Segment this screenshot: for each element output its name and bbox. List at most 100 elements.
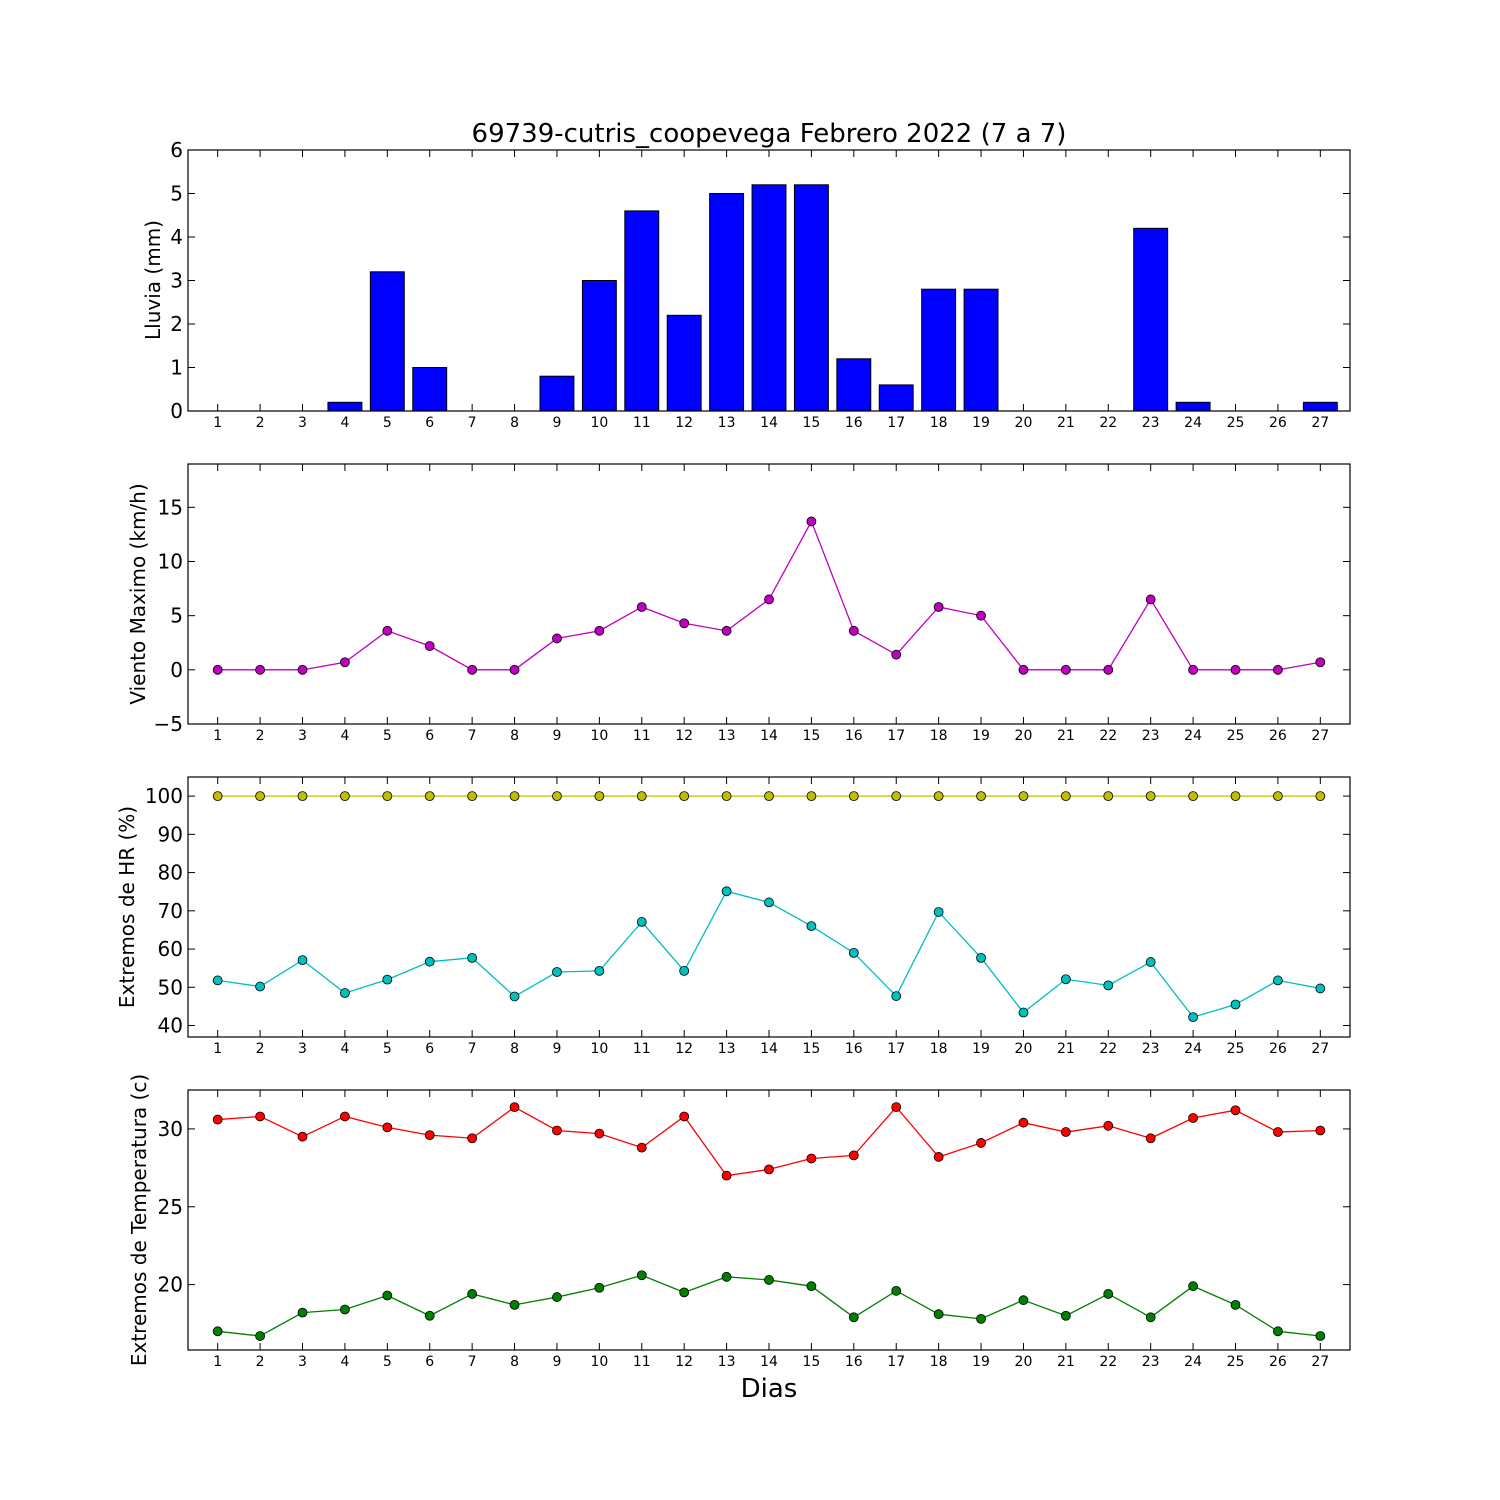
hr-max-point bbox=[1060, 791, 1071, 802]
rain-xtick-label: 19 bbox=[972, 415, 990, 431]
rain-frame bbox=[187, 149, 1351, 412]
wind-point bbox=[594, 625, 605, 636]
temp-frame bbox=[187, 1089, 1351, 1351]
wind-xtick-label: 14 bbox=[760, 728, 778, 744]
hr-max-point bbox=[636, 791, 647, 802]
temp-max-point bbox=[636, 1142, 647, 1153]
rain-ytick-label: 0 bbox=[170, 399, 183, 423]
rain-bar bbox=[624, 210, 660, 412]
hr-ytick-label: 90 bbox=[158, 822, 183, 846]
rain-bar bbox=[921, 288, 957, 412]
wind-point bbox=[552, 633, 562, 644]
wind-ytick-label: −5 bbox=[154, 712, 183, 736]
hr-max-point bbox=[976, 791, 986, 802]
rain-xtick-label: 5 bbox=[383, 415, 392, 431]
hr-min-point bbox=[467, 952, 478, 963]
temp-min-point bbox=[509, 1299, 520, 1310]
hr-min-point bbox=[721, 886, 732, 897]
hr-max-point bbox=[1273, 791, 1283, 802]
wind-xtick-label: 22 bbox=[1099, 728, 1117, 744]
wind-xtick-label: 5 bbox=[383, 728, 392, 744]
hr-max-point bbox=[297, 791, 308, 802]
rain-xtick-label: 6 bbox=[425, 415, 434, 431]
hr-xtick-label: 4 bbox=[340, 1041, 349, 1057]
temp-max-point bbox=[382, 1122, 393, 1133]
temp-max-point bbox=[848, 1150, 859, 1161]
hr-min-point bbox=[976, 952, 986, 963]
wind-xtick-label: 2 bbox=[256, 728, 265, 744]
rain-bar bbox=[412, 367, 448, 412]
temp-xtick-label: 8 bbox=[510, 1354, 519, 1370]
hr-xtick-label: 18 bbox=[930, 1041, 948, 1057]
temp-max-point bbox=[1273, 1127, 1283, 1137]
wind-xtick-label: 16 bbox=[845, 728, 863, 744]
hr-xtick-label: 25 bbox=[1227, 1041, 1245, 1057]
wind-xtick-label: 20 bbox=[1015, 728, 1033, 744]
wind-ytick-label: 5 bbox=[170, 604, 183, 628]
rain-bar bbox=[963, 288, 999, 412]
rain-xtick-label: 2 bbox=[256, 415, 265, 431]
hr-min-point bbox=[848, 947, 859, 958]
temp-min-point bbox=[679, 1287, 690, 1298]
hr-min-point bbox=[933, 907, 944, 917]
rain-bar bbox=[836, 358, 872, 412]
temp-min-point bbox=[382, 1290, 393, 1301]
hr-min-point bbox=[636, 917, 647, 927]
temp-xtick-label: 24 bbox=[1184, 1354, 1202, 1370]
temp-min-point bbox=[297, 1307, 308, 1318]
temp-xtick-label: 18 bbox=[930, 1354, 948, 1370]
wind-xtick-label: 27 bbox=[1311, 728, 1329, 744]
hr-xtick-label: 6 bbox=[425, 1041, 434, 1057]
hr-max-point bbox=[340, 791, 350, 802]
rain-xtick-label: 8 bbox=[510, 415, 519, 431]
wind-point bbox=[721, 625, 732, 636]
wind-point bbox=[1273, 664, 1283, 675]
hr-xtick-label: 27 bbox=[1311, 1041, 1329, 1057]
rain-bar bbox=[709, 193, 745, 412]
temp-xtick-label: 14 bbox=[760, 1354, 778, 1370]
wind-xtick-label: 19 bbox=[972, 728, 990, 744]
wind-xtick-label: 8 bbox=[510, 728, 519, 744]
temp-min-point bbox=[976, 1313, 986, 1324]
temp-max-point bbox=[1188, 1113, 1198, 1123]
rain-bar bbox=[1133, 227, 1169, 412]
wind-ytick-label: 15 bbox=[158, 495, 183, 519]
temp-xtick-label: 17 bbox=[887, 1354, 905, 1370]
temp-min-point bbox=[340, 1304, 350, 1315]
hr-min-point bbox=[382, 974, 393, 985]
temp-xtick-label: 22 bbox=[1099, 1354, 1117, 1370]
rain-xtick-label: 3 bbox=[298, 415, 307, 431]
rain-xtick-label: 22 bbox=[1099, 415, 1117, 431]
hr-max-point bbox=[1103, 791, 1114, 802]
wind-point bbox=[1315, 657, 1326, 668]
hr-max-point bbox=[424, 791, 435, 802]
temp-max-point bbox=[467, 1133, 478, 1144]
hr-max-point bbox=[891, 791, 902, 802]
hr-max-point bbox=[382, 791, 393, 802]
rain-xtick-label: 24 bbox=[1184, 415, 1202, 431]
temp-max-point bbox=[212, 1114, 223, 1125]
rain-xtick-label: 15 bbox=[802, 415, 820, 431]
temp-xtick-label: 7 bbox=[468, 1354, 477, 1370]
wind-xtick-label: 23 bbox=[1142, 728, 1160, 744]
temp-max-point bbox=[1230, 1105, 1241, 1116]
temp-min-point bbox=[764, 1275, 774, 1285]
temp-max-point bbox=[594, 1128, 605, 1139]
rain-bar bbox=[1175, 401, 1211, 412]
rain-xtick-label: 23 bbox=[1142, 415, 1160, 431]
temp-min-point bbox=[467, 1289, 478, 1299]
temp-max-point bbox=[679, 1111, 690, 1122]
temp-xtick-label: 25 bbox=[1227, 1354, 1245, 1370]
temp-max-point bbox=[552, 1125, 562, 1136]
temp-xtick-label: 26 bbox=[1269, 1354, 1287, 1370]
rain-bar bbox=[666, 314, 702, 412]
hr-xtick-label: 20 bbox=[1015, 1041, 1033, 1057]
temp-min-point bbox=[1018, 1295, 1029, 1306]
wind-xtick-label: 18 bbox=[930, 728, 948, 744]
rain-xtick-label: 14 bbox=[760, 415, 778, 431]
hr-min-point bbox=[1188, 1012, 1198, 1023]
hr-min-point bbox=[255, 981, 265, 992]
